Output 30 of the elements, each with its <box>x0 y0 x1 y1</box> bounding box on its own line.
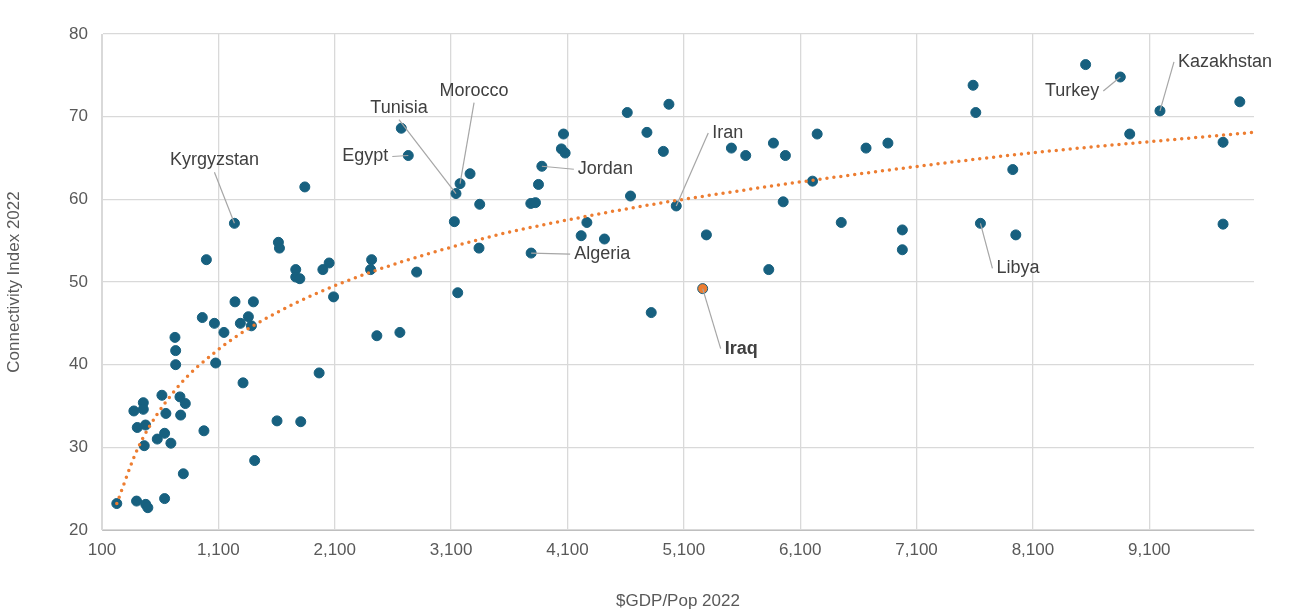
x-tick-label: 4,100 <box>546 539 589 559</box>
x-tick-label: 9,100 <box>1128 539 1171 559</box>
y-tick-label: 60 <box>69 189 88 209</box>
y-axis-title: Connectivity Index 2022 <box>3 191 23 373</box>
y-tick-label: 20 <box>69 519 88 539</box>
x-tick-label: 3,100 <box>429 539 473 559</box>
x-tick-label: 2,100 <box>313 539 356 559</box>
annotation: Iran <box>712 121 744 142</box>
annotation: Iraq <box>724 337 758 358</box>
annotation: Algeria <box>574 243 632 264</box>
x-tick-label: 6,100 <box>778 539 822 559</box>
annotation: Tunisia <box>370 96 429 117</box>
y-tick-label: 40 <box>69 354 88 374</box>
x-tick-label: 8,100 <box>1011 539 1055 559</box>
annotation: Libya <box>996 257 1041 278</box>
annotation: Morocco <box>439 79 509 100</box>
y-tick-label: 50 <box>69 271 88 291</box>
x-axis-title: $GDP/Pop 2022 <box>616 591 740 611</box>
y-tick-label: 70 <box>69 106 88 126</box>
annotation: Turkey <box>1044 79 1100 100</box>
x-tick-label: 5,100 <box>662 539 706 559</box>
annotation: Kazakhstan <box>1177 50 1273 71</box>
y-tick-label: 30 <box>69 437 88 457</box>
annotation: Egypt <box>342 145 389 166</box>
x-tick-label: 7,100 <box>895 539 938 559</box>
annotation: Jordan <box>577 158 633 179</box>
x-tick-label: 100 <box>87 539 117 559</box>
annotation: Kyrgyzstan <box>169 149 259 170</box>
y-tick-label: 80 <box>69 23 88 43</box>
x-tick-label: 1,100 <box>197 539 240 559</box>
